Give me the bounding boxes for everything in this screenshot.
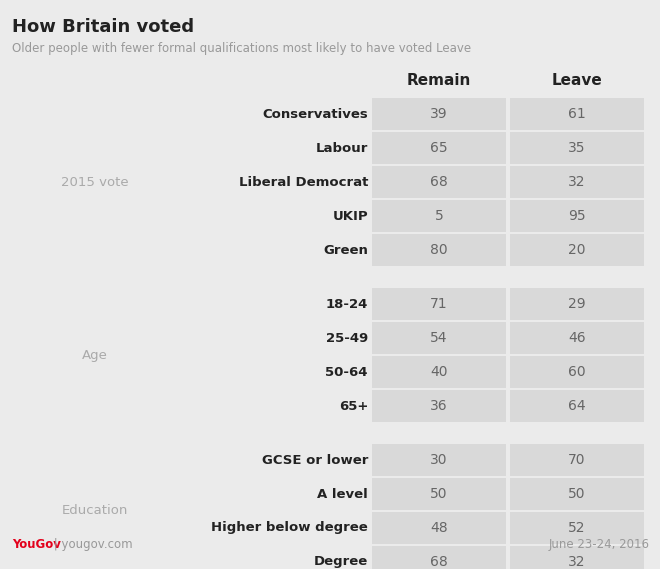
Bar [372,288,506,320]
Text: 46: 46 [568,331,586,345]
Bar [510,356,644,388]
Bar [510,200,644,232]
Bar [372,166,506,198]
Text: 30: 30 [430,453,447,467]
Bar [372,200,506,232]
Bar [510,512,644,544]
Text: 20: 20 [568,243,586,257]
Bar [510,98,644,130]
Bar [372,512,506,544]
Text: 39: 39 [430,107,448,121]
Text: 32: 32 [568,175,586,189]
Text: Older people with fewer formal qualifications most likely to have voted Leave: Older people with fewer formal qualifica… [12,42,471,55]
Text: Labour: Labour [315,142,368,155]
Bar [372,546,506,569]
Bar [372,322,506,354]
Text: Degree: Degree [314,555,368,568]
Text: 40: 40 [430,365,447,379]
Text: 50: 50 [430,487,447,501]
Text: 48: 48 [430,521,448,535]
Text: 60: 60 [568,365,586,379]
Bar [510,478,644,510]
Bar [372,390,506,422]
Text: A level: A level [317,488,368,501]
Text: UKIP: UKIP [333,209,368,222]
Text: GCSE or lower: GCSE or lower [261,453,368,467]
Text: 65+: 65+ [339,399,368,413]
Text: 29: 29 [568,297,586,311]
Text: 64: 64 [568,399,586,413]
Text: 50: 50 [568,487,586,501]
Text: 25-49: 25-49 [326,332,368,344]
Text: 65: 65 [430,141,448,155]
Text: Leave: Leave [552,72,603,88]
Bar [510,166,644,198]
Text: Remain: Remain [407,72,471,88]
Bar [510,234,644,266]
Bar [372,234,506,266]
Bar [510,322,644,354]
Text: 61: 61 [568,107,586,121]
Text: 50-64: 50-64 [325,365,368,378]
Text: 32: 32 [568,555,586,569]
Text: 52: 52 [568,521,586,535]
Text: 68: 68 [430,555,448,569]
Bar [510,288,644,320]
Bar [372,444,506,476]
Text: 5: 5 [435,209,444,223]
Text: Age: Age [82,348,108,361]
Text: 36: 36 [430,399,448,413]
Text: YouGov: YouGov [12,538,61,551]
Text: 95: 95 [568,209,586,223]
Text: 54: 54 [430,331,447,345]
Text: 80: 80 [430,243,448,257]
Text: Education: Education [62,505,128,517]
Bar [510,390,644,422]
Bar [510,132,644,164]
Text: June 23-24, 2016: June 23-24, 2016 [549,538,650,551]
Bar [372,132,506,164]
Text: How Britain voted: How Britain voted [12,18,194,36]
Bar [372,98,506,130]
Bar [510,546,644,569]
Text: Conservatives: Conservatives [262,108,368,121]
Text: 35: 35 [568,141,586,155]
Text: Green: Green [323,244,368,257]
Text: 2015 vote: 2015 vote [61,175,129,188]
Bar [372,356,506,388]
Text: 68: 68 [430,175,448,189]
Text: Higher below degree: Higher below degree [211,522,368,534]
Bar [372,478,506,510]
Text: Liberal Democrat: Liberal Democrat [239,175,368,188]
Text: 18-24: 18-24 [325,298,368,311]
Bar [510,444,644,476]
Text: 71: 71 [430,297,448,311]
Text: 70: 70 [568,453,586,467]
Text: | yougov.com: | yougov.com [50,538,133,551]
